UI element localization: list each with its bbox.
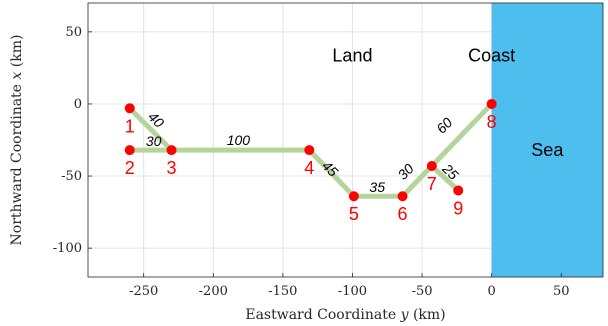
node-label-7: 7 (427, 174, 437, 194)
x-tick-label: 0 (488, 284, 496, 299)
y-tick-label: 0 (74, 97, 82, 112)
region-labels: Land Coast Sea (332, 45, 564, 160)
sea-area (491, 3, 603, 277)
region-label-sea: Sea (531, 140, 564, 160)
city-nodes (124, 98, 497, 202)
city-node-8 (486, 98, 497, 109)
x-tick-label: -100 (338, 284, 367, 299)
node-label-5: 5 (349, 204, 359, 224)
x-tick-label: 50 (553, 284, 570, 299)
region-label-coast: Coast (468, 45, 515, 65)
city-node-4 (304, 145, 315, 156)
city-node-5 (348, 191, 359, 202)
edge-length-label: 30 (146, 133, 162, 149)
x-tick-label: -200 (199, 284, 228, 299)
road-edge-1-3 (127, 105, 175, 153)
axes-box (87, 2, 604, 278)
city-node-6 (397, 191, 408, 202)
city-node-2 (124, 145, 135, 156)
y-tick-label: -100 (53, 241, 82, 256)
node-label-4: 4 (304, 158, 314, 178)
node-label-9: 9 (453, 198, 463, 218)
city-node-3 (166, 145, 177, 156)
road-edge-4-5 (306, 147, 357, 199)
x-tick-label: -150 (268, 284, 297, 299)
node-label-6: 6 (398, 204, 408, 224)
node-label-1: 1 (125, 116, 135, 136)
road-edge-7-8 (429, 101, 495, 169)
node-label-3: 3 (167, 158, 177, 178)
node-label-8: 8 (487, 112, 497, 132)
y-axis-ticks: 50 0 -50 -100 (53, 25, 92, 256)
y-axis-label: Northward Coordinate x (km) (9, 35, 25, 246)
road-edge-7-9 (429, 163, 461, 193)
node-label-2: 2 (125, 158, 135, 178)
road-edge-6-7 (400, 163, 435, 199)
city-node-7 (426, 160, 437, 171)
edge-length-label: 100 (227, 132, 251, 148)
y-tick-label: 50 (65, 25, 82, 40)
edge-length-label: 35 (369, 179, 385, 195)
y-tick-label: -50 (61, 169, 82, 184)
region-label-land: Land (332, 45, 372, 65)
x-tick-label: -50 (412, 284, 433, 299)
x-tick-label: -250 (129, 284, 158, 299)
road-edges (127, 101, 495, 199)
x-axis-ticks: -250 -200 -150 -100 -50 0 50 (129, 273, 570, 299)
city-node-1 (124, 103, 135, 114)
city-node-9 (453, 185, 464, 196)
x-axis-label: Eastward Coordinate y (km) (245, 307, 445, 323)
node-id-labels: 1 2 3 4 5 67 8 9 (125, 112, 497, 224)
